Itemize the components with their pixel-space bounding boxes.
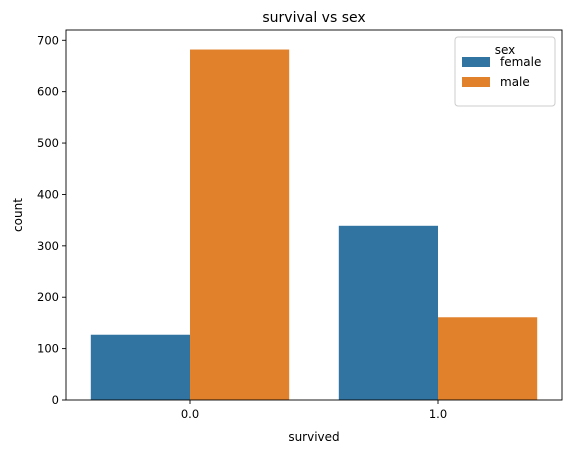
y-tick-label: 100	[37, 342, 59, 356]
y-tick-label: 700	[37, 33, 59, 47]
y-tick-label: 300	[37, 239, 59, 253]
x-tick-label: 1.0	[429, 407, 447, 421]
bar-male-1.0	[438, 317, 538, 400]
y-tick-label: 500	[37, 136, 59, 150]
legend-box	[454, 36, 556, 107]
plot-frame	[65, 29, 563, 401]
legend-swatch-female	[462, 57, 490, 67]
legend-label-female: female	[500, 55, 541, 69]
y-axis-label: count	[11, 198, 25, 232]
legend: sex female male	[454, 36, 556, 107]
bar-female-0.0	[90, 334, 190, 400]
y-axis: 0 100 200 300 400 500 600 700	[37, 33, 66, 407]
legend-swatch-male	[462, 77, 490, 87]
y-tick-label: 0	[52, 393, 59, 407]
y-tick-label: 600	[37, 85, 59, 99]
y-tick-label: 200	[37, 290, 59, 304]
x-axis-label: survived	[288, 430, 339, 444]
y-tick-label: 400	[37, 187, 59, 201]
bars-group	[90, 49, 538, 401]
chart-title: survival vs sex	[262, 10, 365, 26]
bar-male-0.0	[190, 49, 290, 401]
x-tick-label: 0.0	[181, 407, 199, 421]
x-axis: 0.0 1.0	[181, 400, 447, 421]
legend-label-male: male	[500, 75, 530, 89]
legend-title: sex	[495, 43, 516, 57]
bar-female-1.0	[338, 225, 438, 400]
